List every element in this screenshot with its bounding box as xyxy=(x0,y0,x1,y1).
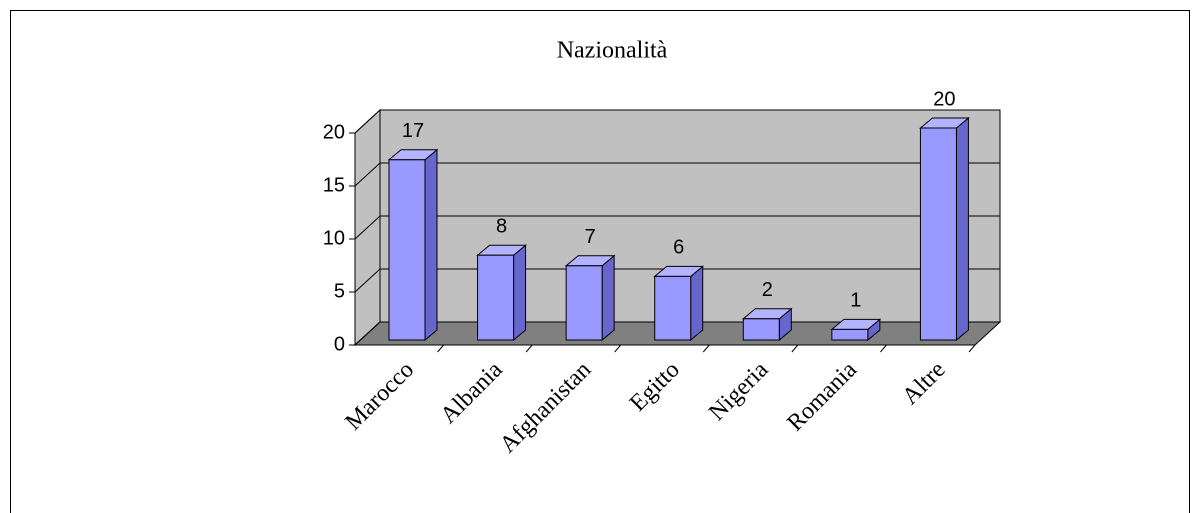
data-label: 7 xyxy=(585,226,596,248)
bar xyxy=(741,307,793,342)
x-tick xyxy=(702,344,710,353)
y-tick-label: 10 xyxy=(323,227,345,249)
data-label: 17 xyxy=(402,120,424,142)
y-tick-label: 15 xyxy=(323,174,345,196)
grid-line xyxy=(354,268,1000,293)
bar xyxy=(653,265,705,342)
bar-side xyxy=(955,116,969,342)
bar xyxy=(919,116,970,342)
grid-line xyxy=(354,215,1000,240)
bar-front xyxy=(565,265,603,341)
x-tick xyxy=(880,344,887,353)
x-tick xyxy=(968,344,976,353)
chart-title: Nazionalità xyxy=(557,38,668,64)
data-label: 1 xyxy=(850,290,861,312)
x-tick xyxy=(791,344,799,353)
data-label: 6 xyxy=(673,237,684,259)
bar xyxy=(830,318,882,342)
grid-line xyxy=(354,162,1000,187)
bar-side xyxy=(690,265,704,342)
grid-line xyxy=(354,321,1000,346)
bar-front xyxy=(919,127,957,341)
bar-side xyxy=(601,254,615,342)
bar xyxy=(387,148,439,342)
bar-front xyxy=(654,275,692,341)
bar xyxy=(564,254,616,342)
bar xyxy=(476,244,527,342)
x-tick xyxy=(525,344,533,353)
bar-front xyxy=(388,159,426,341)
bar-side xyxy=(513,244,527,342)
x-tick xyxy=(614,344,622,353)
x-tick xyxy=(437,344,444,353)
bar-side xyxy=(424,148,438,342)
y-tick-label: 20 xyxy=(323,121,345,143)
grid-line xyxy=(354,109,1000,134)
bar-front xyxy=(831,328,869,341)
data-label: 8 xyxy=(496,215,507,237)
data-label: 2 xyxy=(762,279,773,301)
bar-front xyxy=(477,254,515,341)
y-tick-label: 5 xyxy=(334,280,345,302)
y-tick-label: 0 xyxy=(334,333,345,355)
data-label: 20 xyxy=(933,88,955,110)
bar-front xyxy=(742,318,780,341)
